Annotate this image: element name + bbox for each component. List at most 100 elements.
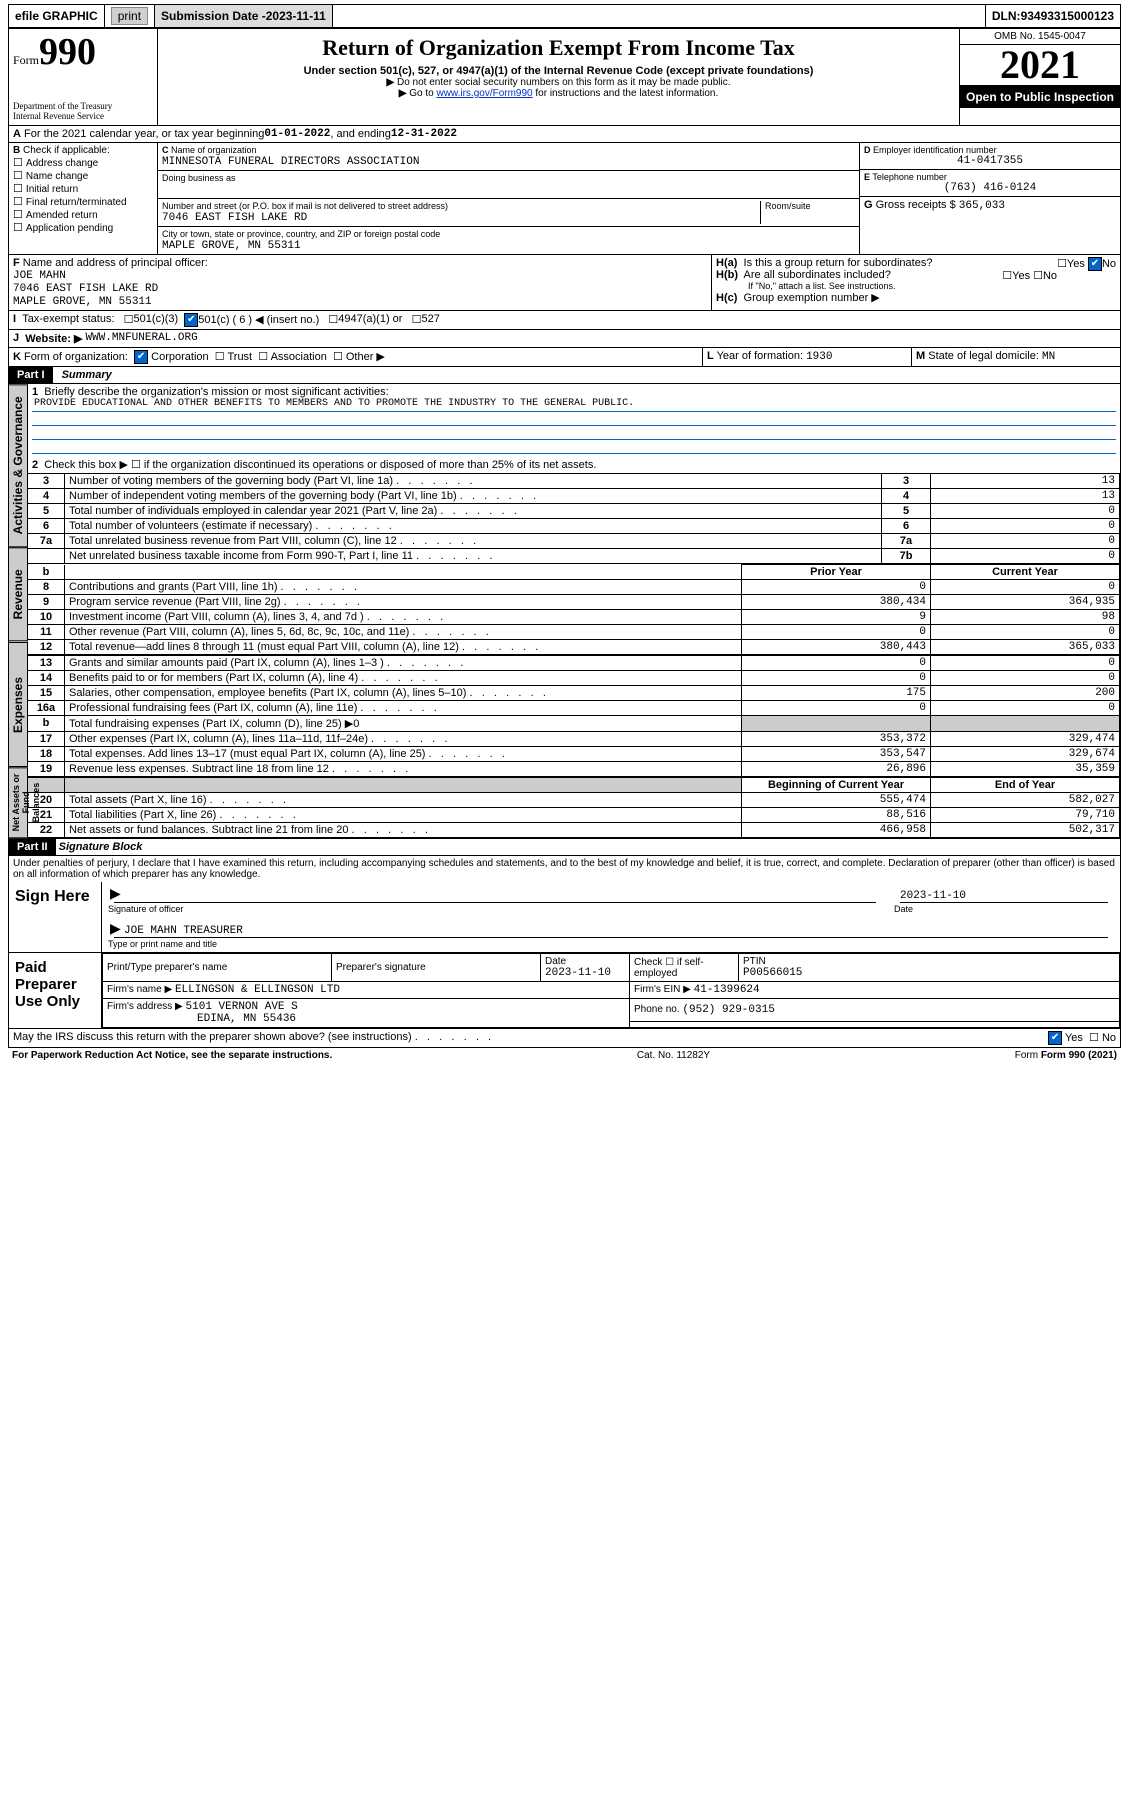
- note-goto-post: for instructions and the latest informat…: [533, 88, 719, 99]
- line-num: [28, 549, 65, 564]
- line1: 1 Briefly describe the organization's mi…: [28, 384, 1120, 456]
- tab-revenue: Revenue: [9, 547, 28, 641]
- tab-net-assets: Net Assets or Fund Balances: [9, 767, 28, 838]
- line-text: Grants and similar amounts paid (Part IX…: [65, 656, 742, 671]
- top-bar: efile GRAPHIC print Submission Date - 20…: [8, 4, 1121, 29]
- line-text: Contributions and grants (Part VIII, lin…: [65, 580, 742, 595]
- typed-name: JOE MAHN TREASURER: [124, 925, 243, 937]
- line-text: Number of independent voting members of …: [65, 489, 882, 504]
- curr-val: 0: [931, 671, 1120, 686]
- sig-date-label: Date: [894, 904, 913, 914]
- submission-date-value: 2023-11-11: [266, 9, 326, 23]
- i-opt-501c3[interactable]: 501(c)(3): [134, 313, 179, 327]
- line-text: Program service revenue (Part VIII, line…: [65, 595, 742, 610]
- part2-hdr: Part II: [9, 839, 56, 855]
- footer-mid: Cat. No. 11282Y: [637, 1050, 710, 1061]
- box-k: K Form of organization: ✔ Corporation ☐ …: [9, 348, 702, 366]
- prior-val: 0: [742, 625, 931, 640]
- line-val: 0: [931, 534, 1120, 549]
- box-c: C Name of organization MINNESOTA FUNERAL…: [158, 143, 860, 254]
- line-text: Total unrelated business revenue from Pa…: [65, 534, 882, 549]
- tax-year: 2021: [960, 45, 1120, 86]
- chk-application-pending[interactable]: Application pending: [13, 221, 153, 234]
- i-opt-501c[interactable]: 501(c) ( 6 ) ◀ (insert no.): [198, 313, 319, 327]
- gross-receipts: 365,033: [959, 200, 1005, 212]
- line-val: 13: [931, 474, 1120, 489]
- line-text: Professional fundraising fees (Part IX, …: [65, 701, 742, 716]
- k-trust[interactable]: Trust: [227, 351, 252, 363]
- line-text: Number of voting members of the governin…: [65, 474, 882, 489]
- line-text: Total fundraising expenses (Part IX, col…: [65, 716, 742, 732]
- line-num: 16a: [28, 701, 65, 716]
- chk-final-return[interactable]: Final return/terminated: [13, 195, 153, 208]
- may-no: No: [1102, 1032, 1116, 1044]
- firm-name-label: Firm's name ▶: [107, 984, 172, 995]
- m-label: State of legal domicile:: [928, 350, 1042, 362]
- prior-val: 175: [742, 686, 931, 701]
- i-501c-checked: ✔: [184, 313, 198, 327]
- website-value: WWW.MNFUNERAL.ORG: [85, 332, 197, 345]
- chk-address-change[interactable]: Address change: [13, 156, 153, 169]
- year-formation: 1930: [806, 351, 832, 363]
- form-label: Form: [13, 53, 39, 67]
- form-990-page: efile GRAPHIC print Submission Date - 20…: [0, 0, 1129, 1083]
- k-corp[interactable]: Corporation: [151, 351, 208, 363]
- c-name-label: Name of organization: [171, 145, 257, 155]
- tax-year-end: 12-31-2022: [391, 128, 457, 140]
- line-i: I Tax-exempt status: ☐ 501(c)(3) ✔ 501(c…: [8, 311, 1121, 330]
- box-b: B Check if applicable: Address change Na…: [9, 143, 158, 254]
- curr-val: 582,027: [931, 793, 1120, 808]
- line-text: Total assets (Part X, line 16): [65, 793, 742, 808]
- vertical-tabs: Activities & Governance Revenue Expenses…: [9, 384, 28, 838]
- line-num: 22: [28, 823, 65, 838]
- line-text: Net unrelated business taxable income fr…: [65, 549, 882, 564]
- officer-signature-line[interactable]: ▶: [114, 884, 876, 903]
- prep-name-label: Print/Type preparer's name: [107, 962, 227, 973]
- line-num: 11: [28, 625, 65, 640]
- irs-label: Internal Revenue Service: [13, 111, 153, 121]
- tab-expenses: Expenses: [9, 642, 28, 767]
- prior-val: 0: [742, 580, 931, 595]
- state-domicile: MN: [1042, 351, 1055, 363]
- sig-date-line: 2023-11-10: [900, 884, 1108, 903]
- box-m: M State of legal domicile: MN: [911, 348, 1120, 366]
- part1-title: Summary: [56, 367, 118, 383]
- line-text: Investment income (Part VIII, column (A)…: [65, 610, 742, 625]
- chk-name-change[interactable]: Name change: [13, 169, 153, 182]
- section-fh: F Name and address of principal officer:…: [8, 255, 1121, 311]
- line2: 2 Check this box ▶ ☐ if the organization…: [28, 456, 1120, 473]
- form-number: 990: [39, 31, 96, 73]
- form990-link[interactable]: www.irs.gov/Form990: [436, 88, 532, 99]
- prior-val: 0: [742, 671, 931, 686]
- curr-val: 35,359: [931, 762, 1120, 777]
- dln-value: 93493315000123: [1021, 9, 1114, 23]
- prior-val: 353,372: [742, 732, 931, 747]
- curr-val: 98: [931, 610, 1120, 625]
- officer-addr2: MAPLE GROVE, MN 55311: [13, 296, 152, 308]
- ha-no: No: [1102, 258, 1116, 270]
- chk-initial-return[interactable]: Initial return: [13, 182, 153, 195]
- k-assoc[interactable]: Association: [271, 351, 327, 363]
- prior-val: 353,547: [742, 747, 931, 762]
- print-button[interactable]: print: [111, 7, 148, 25]
- prep-self-emp[interactable]: Check ☐ if self-employed: [630, 954, 739, 982]
- i-opt-527[interactable]: 527: [422, 313, 440, 327]
- curr-val: 502,317: [931, 823, 1120, 838]
- line-num: 19: [28, 762, 65, 777]
- line-num: 9: [28, 595, 65, 610]
- form-subtitle: Under section 501(c), 527, or 4947(a)(1)…: [164, 65, 953, 77]
- chk-amended-return[interactable]: Amended return: [13, 208, 153, 221]
- form-number-box: Form990 Department of the Treasury Inter…: [9, 29, 158, 125]
- room-label: Room/suite: [765, 201, 855, 211]
- summary-table-gov: 3 Number of voting members of the govern…: [28, 473, 1120, 564]
- k-other[interactable]: Other ▶: [346, 351, 385, 363]
- line-text: Revenue less expenses. Subtract line 18 …: [65, 762, 742, 777]
- hb-label: Are all subordinates included?: [744, 269, 891, 281]
- i-opt-4947[interactable]: 4947(a)(1) or: [338, 313, 402, 327]
- sign-here-block: Sign Here ▶ Signature of officer 2023-11…: [8, 882, 1121, 953]
- d-label: Employer identification number: [873, 145, 997, 155]
- submission-date-label: Submission Date -: [161, 9, 266, 23]
- prior-val: 0: [742, 701, 931, 716]
- line-a-mid: , and ending: [330, 128, 391, 140]
- line-num: 3: [28, 474, 65, 489]
